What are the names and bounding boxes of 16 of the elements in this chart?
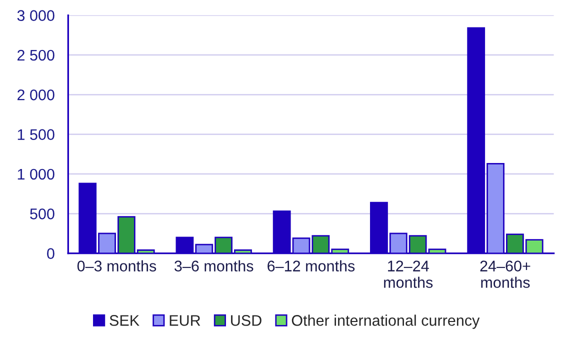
legend-label: Other international currency <box>292 314 480 329</box>
y-tick-label: 500 <box>30 208 54 220</box>
y-tick-label: 0 <box>47 248 54 259</box>
y-tick-label: 2 000 <box>18 90 54 100</box>
x-tick-label: 3–6 months <box>174 260 254 272</box>
legend-label: USD <box>231 315 262 326</box>
x-tick-label: 12–24 months <box>384 260 433 288</box>
y-tick-label: 2 500 <box>18 50 54 61</box>
y-tick-label: 1 000 <box>18 168 54 180</box>
x-tick-label: 24–60+ months <box>480 260 530 288</box>
legend-label: EUR <box>170 315 200 326</box>
x-tick-label: 6–12 months <box>268 260 355 272</box>
y-tick-label: 1 500 <box>18 129 54 140</box>
y-tick-label: 3 000 <box>17 10 54 21</box>
legend-label: SEK <box>110 315 140 326</box>
x-tick-label: 0–3 months <box>77 260 156 272</box>
